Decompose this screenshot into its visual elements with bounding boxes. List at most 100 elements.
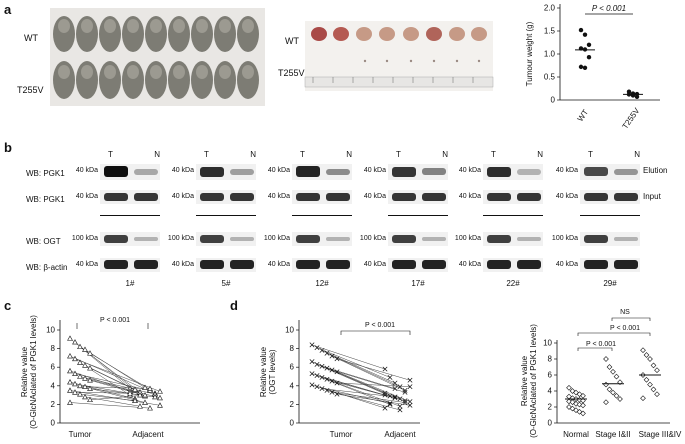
kda-marker: 100 kDa <box>263 235 290 242</box>
blot-band <box>584 234 608 243</box>
c-point <box>152 393 158 400</box>
sample-id: 17# <box>411 279 425 288</box>
d2-point <box>613 373 620 380</box>
d-point <box>314 384 320 390</box>
d2-point <box>610 368 616 375</box>
blot-band <box>614 192 638 201</box>
d-point <box>329 367 335 373</box>
d2-point <box>654 367 660 374</box>
blot-band <box>392 166 416 177</box>
c-point <box>67 353 73 359</box>
c-point <box>72 355 78 362</box>
blot-separator <box>483 215 543 216</box>
c-point <box>87 350 93 356</box>
blot-band <box>104 260 128 270</box>
d2-point <box>603 356 609 362</box>
d2-y-tick-label: 8 <box>548 355 553 364</box>
lane-label: T <box>108 150 113 159</box>
blot-strip <box>388 190 448 204</box>
d-pair-line <box>336 393 411 406</box>
mice-label-wt: WT <box>24 33 38 43</box>
wb-label-pgk1-elution: WB: PGK1 <box>26 169 65 178</box>
lane-label: N <box>250 150 256 159</box>
d-point <box>402 388 408 393</box>
c-point <box>147 385 153 391</box>
blot-band <box>517 236 541 242</box>
kda-marker: 40 kDa <box>171 261 194 268</box>
c-pair-line <box>74 373 151 391</box>
panel-label-b: b <box>4 140 12 155</box>
c-point <box>142 384 148 390</box>
kda-marker: 40 kDa <box>267 261 290 268</box>
c-point <box>87 377 93 383</box>
d2-p-value-1: P < 0.001 <box>610 325 640 332</box>
blot-strip <box>292 258 352 272</box>
d-pair-line <box>326 367 401 400</box>
c-point <box>132 397 138 403</box>
d2-y-tick-label: 2 <box>548 403 553 412</box>
wb-label-pgk1-input: WB: PGK1 <box>26 195 65 204</box>
d-point <box>319 348 325 353</box>
d2-point <box>654 391 660 398</box>
blot-band <box>487 234 511 243</box>
d-point <box>314 345 320 351</box>
d-point <box>309 359 315 365</box>
blot-strip <box>388 258 448 272</box>
d-point <box>329 353 335 359</box>
d-point <box>329 389 335 395</box>
sample-id: 12# <box>315 279 329 288</box>
wb-right-input: Input <box>643 192 661 201</box>
weight-y-tick-label: 0.5 <box>544 73 556 82</box>
blot-band <box>230 236 254 242</box>
mice-photo <box>50 8 265 106</box>
c-point <box>67 335 73 341</box>
d2-p-value-2: P < 0.001 <box>586 341 616 348</box>
blot-strip <box>580 164 640 180</box>
d2-point <box>580 410 586 417</box>
blot-strip <box>292 190 352 204</box>
d-point <box>387 401 393 407</box>
c-x-adjacent: Adjacent <box>132 430 164 439</box>
blot-strip <box>196 190 256 204</box>
d-point <box>387 393 393 399</box>
tumor-photo <box>304 21 494 91</box>
blot-separator <box>388 215 448 216</box>
d-point <box>382 366 388 372</box>
tumor-label-wt: WT <box>285 36 299 46</box>
d-pair-line <box>336 382 411 387</box>
c-point <box>82 383 88 390</box>
blot-band <box>134 192 158 201</box>
d-pair-line <box>316 347 391 378</box>
c-pair-line <box>79 393 136 401</box>
blot-strip <box>580 258 640 272</box>
d2-y-tick-label: 4 <box>548 387 553 396</box>
weight-y-tick-label: 0 <box>551 96 556 105</box>
blot-strip <box>196 258 256 272</box>
d-point <box>334 356 340 362</box>
blot-band <box>422 168 446 176</box>
c-ylabel-2: (O-GlcNAclated of PGK1 levels) <box>29 315 38 429</box>
c-point <box>137 392 143 398</box>
d2-point <box>566 404 572 410</box>
d-pair-line <box>326 390 401 411</box>
d-point <box>329 378 335 384</box>
blot-band <box>487 192 511 201</box>
d2-point <box>640 347 646 354</box>
sample-id: 1# <box>125 279 135 288</box>
c-point <box>82 375 88 381</box>
weight-p-value: P < 0.001 <box>592 4 626 13</box>
d2-point <box>647 356 653 362</box>
blot-band <box>584 167 608 177</box>
blot-strip <box>100 258 160 272</box>
blot-band <box>392 192 416 201</box>
blot-band <box>584 260 608 270</box>
d-pair-line <box>321 388 396 398</box>
d-x-tumor: Tumor <box>330 430 353 439</box>
kda-marker: 100 kDa <box>454 235 481 242</box>
c-point <box>87 396 93 403</box>
blot-strip <box>100 164 160 180</box>
weight-y-tick-label: 1.5 <box>544 27 556 36</box>
c-pair-line <box>69 402 151 409</box>
